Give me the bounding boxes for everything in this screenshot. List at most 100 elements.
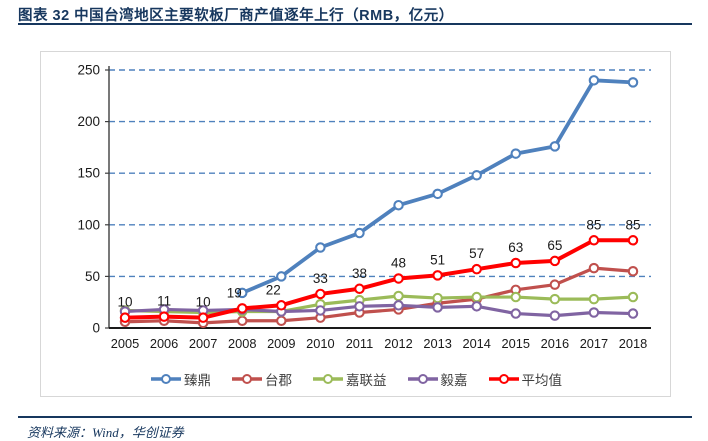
data-label-4-7: 48 — [391, 255, 406, 270]
y-axis-label-200: 200 — [77, 114, 100, 129]
series-marker-1 — [549, 279, 561, 290]
series-marker-0 — [276, 271, 287, 282]
y-axis-label-150: 150 — [77, 166, 100, 181]
x-axis-label-2017: 2017 — [580, 336, 608, 351]
line-chart-svg: 0 50 100 150 200 250 2005 2006 2007 2008 2009 2010 2… — [77, 63, 651, 351]
legend-marker-icon — [151, 374, 181, 384]
legend-item-2: 嘉联益 — [313, 369, 387, 389]
x-axis-label-2014: 2014 — [462, 336, 490, 351]
data-source-note: 资料来源：Wind，华创证券 — [27, 425, 184, 440]
x-axis-label-2015: 2015 — [502, 336, 530, 351]
legend-item-1: 台郡 — [232, 369, 292, 389]
legend-item-3: 毅嘉 — [407, 369, 468, 389]
series-marker-2 — [432, 292, 443, 304]
series-marker-4 — [276, 300, 287, 311]
data-label-4-3: 19 — [227, 285, 242, 300]
data-label-4-6: 38 — [352, 266, 367, 281]
x-axis-label-2013: 2013 — [423, 336, 451, 351]
line-chart-container: 0 50 100 150 200 250 2005 2006 2007 2008 2009 2010 2… — [40, 51, 671, 397]
legend-item-label: 毅嘉 — [440, 373, 468, 388]
series-marker-2 — [393, 290, 404, 302]
series-marker-4 — [354, 283, 365, 295]
x-axis-label-2008: 2008 — [228, 336, 256, 351]
series-marker-3 — [588, 307, 600, 318]
data-label-4-5: 33 — [313, 271, 328, 286]
series-marker-4 — [432, 270, 443, 281]
series-marker-2 — [510, 291, 522, 303]
data-label-4-2: 10 — [196, 295, 211, 310]
footer-divider — [18, 416, 692, 418]
legend-item-label: 台郡 — [265, 373, 292, 388]
chart-legend: 臻鼎 台郡 嘉联益 毅嘉 平均值 — [41, 366, 672, 392]
series-marker-4 — [510, 257, 522, 269]
series-marker-4 — [393, 273, 404, 284]
series-marker-0 — [432, 188, 443, 200]
x-axis-label-2005: 2005 — [111, 336, 139, 351]
series-marker-3 — [549, 310, 561, 321]
series-marker-4 — [158, 311, 170, 322]
series-marker-3 — [315, 305, 326, 316]
series-marker-0 — [588, 75, 600, 86]
series-marker-1 — [627, 265, 639, 277]
series-line-1 — [124, 266, 634, 325]
data-label-4-11: 65 — [547, 238, 562, 253]
series-marker-3 — [627, 308, 639, 319]
series-marker-4 — [236, 303, 248, 314]
series-marker-3 — [510, 308, 522, 319]
series-marker-0 — [549, 141, 561, 152]
series-marker-3 — [471, 301, 482, 312]
x-axis-label-2009: 2009 — [267, 336, 295, 351]
x-axis-label-2012: 2012 — [384, 336, 412, 351]
y-axis-label-250: 250 — [77, 63, 100, 78]
series-marker-0 — [236, 287, 248, 299]
series-line-3 — [124, 303, 634, 318]
series-line-2 — [124, 294, 634, 315]
series-marker-2 — [549, 293, 561, 305]
x-axis-label-2010: 2010 — [306, 336, 334, 351]
series-marker-0 — [315, 242, 326, 253]
legend-item-4: 平均值 — [488, 369, 563, 389]
series-marker-1 — [236, 315, 248, 327]
data-label-4-10: 63 — [508, 240, 523, 255]
legend-item-0: 臻鼎 — [151, 369, 211, 389]
series-marker-3 — [393, 300, 404, 311]
figure-title: 图表 32 中国台湾地区主要软板厂商产值逐年上行（RMB，亿元） — [18, 8, 454, 24]
series-marker-4 — [315, 288, 326, 300]
series-marker-4 — [549, 255, 561, 267]
series-marker-0 — [510, 148, 522, 159]
series-marker-1 — [276, 315, 287, 327]
series-marker-4 — [119, 312, 131, 323]
x-axis-label-2007: 2007 — [189, 336, 217, 351]
series-marker-4 — [588, 235, 600, 246]
legend-item-label: 嘉联益 — [346, 373, 387, 388]
y-axis-label-0: 0 — [92, 321, 100, 336]
data-label-4-8: 51 — [430, 252, 445, 267]
x-axis-label-2011: 2011 — [346, 336, 374, 351]
series-marker-0 — [393, 199, 404, 211]
series-marker-4 — [627, 235, 639, 246]
x-axis-label-2018: 2018 — [619, 336, 647, 351]
series-marker-0 — [354, 227, 365, 239]
series-marker-1 — [588, 262, 600, 274]
legend-item-label: 臻鼎 — [184, 373, 211, 388]
series-marker-2 — [471, 291, 482, 303]
x-axis-label-2006: 2006 — [150, 336, 178, 351]
legend-marker-icon — [232, 374, 262, 384]
y-axis-label-100: 100 — [77, 217, 100, 232]
legend-marker-icon — [488, 374, 519, 384]
y-axis-label-50: 50 — [85, 269, 100, 284]
series-marker-2 — [627, 291, 639, 303]
x-axis-label-2016: 2016 — [541, 336, 569, 351]
legend-marker-icon — [313, 374, 343, 384]
title-divider — [18, 23, 692, 25]
series-marker-0 — [627, 77, 639, 88]
series-marker-2 — [588, 293, 600, 305]
data-label-4-1: 11 — [157, 294, 171, 309]
data-label-4-0: 10 — [117, 295, 132, 310]
data-label-4-4: 22 — [266, 282, 281, 297]
legend-item-label: 平均值 — [521, 373, 563, 388]
series-marker-3 — [354, 301, 365, 312]
data-label-4-13: 85 — [625, 217, 640, 232]
legend-marker-icon — [407, 374, 438, 384]
series-marker-0 — [471, 170, 482, 181]
